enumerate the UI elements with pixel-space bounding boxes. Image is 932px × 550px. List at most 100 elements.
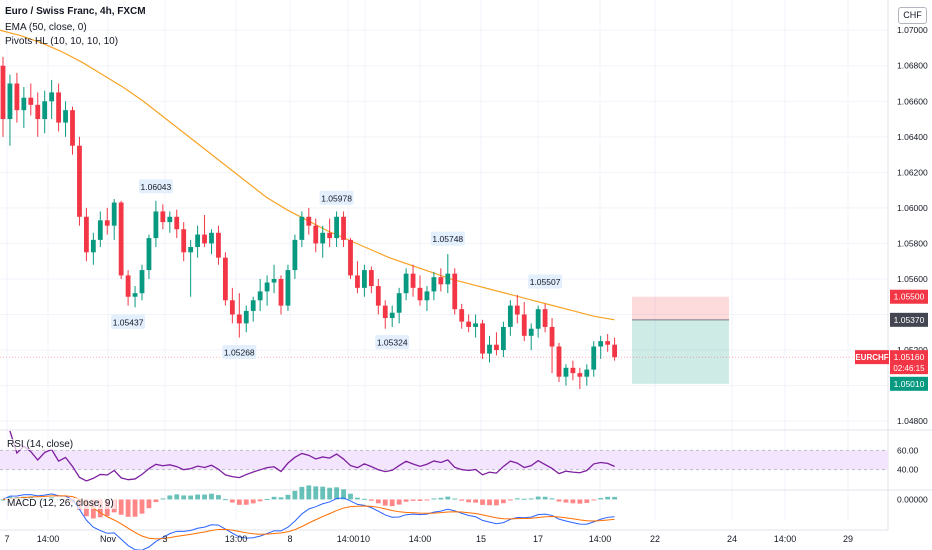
price-tags: 1.05500 1.05370 EURCHF 1.05160 02:46:15 1.050… xyxy=(855,289,928,391)
candle-body xyxy=(375,286,381,306)
time-axis-label: 10 xyxy=(360,534,370,544)
candle-body xyxy=(77,145,82,217)
signal-line xyxy=(2,495,615,540)
macd-histogram-bar xyxy=(153,499,159,503)
pivot-label: 1.05324 xyxy=(377,338,408,348)
macd-histogram-bar xyxy=(494,499,499,506)
macd-histogram-bar xyxy=(535,496,541,500)
macd-histogram-bar xyxy=(466,499,472,503)
candle-body xyxy=(487,344,492,354)
rsi-axis-label: 60.00 xyxy=(897,445,919,455)
pivot-label-bg xyxy=(375,335,410,350)
candle-body xyxy=(132,293,138,297)
take-profit-zone xyxy=(632,319,729,384)
time-axis-label: 17 xyxy=(533,534,543,544)
time-axis-label: 14:00 xyxy=(37,534,60,544)
macd-histogram-bar xyxy=(188,495,194,500)
price-tag-bg xyxy=(890,289,928,304)
macd-histogram-bar xyxy=(605,496,611,500)
pivot-label: 1.05437 xyxy=(113,317,144,327)
macd-histogram-bar xyxy=(570,499,576,504)
candle-body xyxy=(563,367,569,377)
candle-body xyxy=(146,238,152,271)
candle-body xyxy=(174,216,180,230)
candle-body xyxy=(577,373,583,377)
macd-histogram-bar xyxy=(216,495,221,500)
time-axis-label: 14:00 xyxy=(589,534,612,544)
candle-body xyxy=(306,216,312,226)
macd-histogram-bar xyxy=(334,487,339,500)
macd-histogram-bar xyxy=(348,493,353,500)
candle-body xyxy=(403,273,409,294)
candle-body xyxy=(507,305,513,327)
symbol-tag-bg xyxy=(855,350,889,365)
pivot-label-bg xyxy=(430,231,465,246)
candle-body xyxy=(28,97,34,105)
macd-histogram-bar xyxy=(424,499,430,501)
symbol-title[interactable]: Euro / Swiss Franc, 4h, FXCM xyxy=(5,6,146,17)
candle-body xyxy=(452,273,458,310)
macd-histogram-bar xyxy=(264,498,270,500)
macd-histogram-bar xyxy=(299,486,305,500)
price-axis-label: 1.05600 xyxy=(897,274,928,284)
candle-body xyxy=(257,291,263,301)
candle-body xyxy=(285,270,291,306)
ema-indicator-label[interactable]: EMA (50, close, 0) xyxy=(5,22,87,33)
time-axis-label: 29 xyxy=(843,534,853,544)
currency-button[interactable]: CHF xyxy=(898,7,927,24)
candle-body xyxy=(410,273,416,288)
candle-body xyxy=(501,326,506,351)
candle-body xyxy=(549,326,555,347)
rsi-indicator-label[interactable]: RSI (14, close) xyxy=(5,439,76,450)
macd-histogram-bar xyxy=(542,496,548,500)
short-position-tool xyxy=(0,296,888,384)
candle-body xyxy=(528,328,534,336)
candle-body xyxy=(584,369,590,377)
candle-body xyxy=(368,270,374,287)
candle-body xyxy=(313,225,319,244)
macd-histogram-bar xyxy=(612,496,617,500)
macd-histogram-bar xyxy=(118,499,124,515)
macd-histogram-bar xyxy=(487,499,492,506)
candle-body xyxy=(466,321,472,327)
pivot-label-bg xyxy=(222,344,257,359)
candle-body xyxy=(202,234,207,244)
macd-histogram-bar xyxy=(584,499,590,503)
candle-body xyxy=(494,344,499,351)
pivot-label-bg xyxy=(528,274,563,289)
candle-body xyxy=(334,216,339,239)
candle-body xyxy=(125,275,131,297)
macd-histogram-bar xyxy=(591,499,597,501)
candle-body xyxy=(167,216,173,223)
rsi-axis-label: 40.00 xyxy=(897,465,919,475)
macd-histogram-bar xyxy=(160,498,166,500)
pivot-label: 1.05268 xyxy=(224,347,255,357)
time-axis-label: Nov xyxy=(100,534,117,544)
price-tag: 1.05500 xyxy=(894,292,925,302)
macd-histogram-bar xyxy=(271,496,277,500)
price-axis-label: 1.04800 xyxy=(897,416,928,426)
macd-histogram-bar xyxy=(174,494,180,500)
macd-histogram-bar xyxy=(556,499,562,502)
candle-body xyxy=(605,341,611,345)
macd-histogram-bar xyxy=(362,498,367,500)
pivot-label-bg xyxy=(111,314,146,329)
candle-body xyxy=(70,110,75,146)
price-axis-label: 1.06800 xyxy=(897,61,928,71)
candle-body xyxy=(229,300,235,315)
time-axis-label: 14:00 xyxy=(409,534,432,544)
candles xyxy=(0,56,617,390)
candle-body xyxy=(97,220,103,240)
candle-body xyxy=(195,234,200,247)
candle-body xyxy=(445,273,451,285)
candle-body xyxy=(90,239,96,253)
macd-indicator-label[interactable]: MACD (12, 26, close, 9) xyxy=(5,498,116,509)
pivot-label: 1.05507 xyxy=(530,277,561,287)
macd-histogram-bar xyxy=(195,494,200,500)
pivots-indicator-label[interactable]: Pivots HL (10, 10, 10, 10) xyxy=(5,36,119,47)
macd-histogram-bar xyxy=(514,498,520,500)
candle-body xyxy=(209,232,214,244)
candle-body xyxy=(521,314,527,336)
macd-histogram-bar xyxy=(223,499,228,501)
